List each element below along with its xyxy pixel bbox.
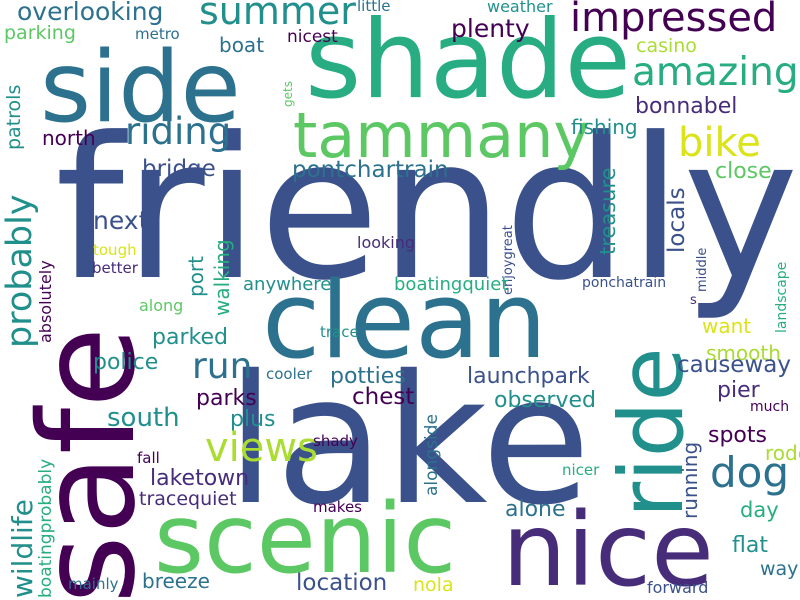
word-smooth: smooth [706,341,781,365]
word-probably: probably [0,194,40,348]
word-locals: locals [664,187,690,253]
word-along: along [139,296,184,315]
word-side: side [40,31,241,145]
word-bonnabel: bonnabel [635,94,738,119]
word-summer: summer [199,0,356,33]
word-weather: weather [487,0,553,16]
word-tracequiet: tracequiet [139,488,237,510]
word-pontchartrain: pontchartrain [292,157,449,183]
word-ponchatrain: ponchatrain [582,275,667,291]
word-middle: middle [695,247,710,292]
word-boat: boat [219,33,265,57]
word-south: south [107,403,180,433]
word-parking: parking [4,22,76,44]
word-cooler: cooler [266,365,313,383]
word-observed: observed [494,388,596,413]
word-amazing: amazing [632,50,799,95]
word-friendly: friendly [55,96,799,324]
word-anywhere: anywhere [243,274,332,295]
word-port: port [184,256,208,297]
word-parks: parks [196,386,257,411]
word-boatingprobably: boatingprobably [36,458,56,598]
word-absolutely: absolutely [36,260,55,343]
word-much: much [750,399,790,415]
word-landscape: landscape [774,261,790,333]
word-police: police [93,350,159,375]
word-plenty: plenty [451,14,530,43]
word-looking: looking [357,233,416,252]
word-boatingquiet: boatingquiet [394,274,509,295]
word-alone: alone [505,497,566,522]
word-running: running [678,441,702,519]
word-riding: riding [125,110,232,153]
word-shady: shady [313,432,358,450]
word-launchpark: launchpark [467,364,590,389]
word-shade: shade [305,0,631,123]
word-parked: parked [152,325,228,350]
word-mainly: mainly [68,575,119,593]
word-want: want [702,314,752,338]
word-flat: flat [732,533,768,558]
word-laketown: laketown [150,466,250,491]
word-chest: chest [352,384,415,410]
word-nice: nice [502,491,714,600]
word-rode: rode [765,441,800,465]
word-close: close [715,159,772,184]
word-next: next [93,206,149,235]
word-scenic: scenic [154,483,457,595]
word-tough: tough [93,241,137,259]
word-trace: trace [320,323,359,341]
word-tammany: tammany [293,99,591,172]
word-spots: spots [708,423,767,448]
word-metro: metro [135,25,180,43]
word-bridge: bridge [142,156,216,182]
word-gets: gets [281,81,295,107]
word-little: little [357,0,391,15]
word-alongside: alongside [422,414,442,496]
word-treasure: treasure [596,167,620,255]
word-day: day [740,498,779,522]
word-nicer: nicer [562,461,600,479]
word-fishing: fishing [571,115,638,139]
word-nola: nola [413,574,454,596]
word-s: s [690,293,697,308]
word-wildlife: wildlife [6,499,39,598]
word-better: better [92,259,138,277]
word-way: way [760,558,799,580]
word-pier: pier [717,378,760,403]
word-lake: lake [226,337,591,544]
word-dog: dog [710,448,790,497]
word-north: north [42,126,96,150]
word-clean: clean [262,259,548,382]
word-plus: plus [230,407,276,432]
word-views: views [205,425,318,471]
word-impressed: impressed [570,0,778,41]
word-potties: potties [330,364,406,389]
word-walking: walking [210,239,234,316]
word-overlooking: overlooking [17,0,164,26]
word-makes: makes [313,498,362,516]
word-run: run [192,346,253,387]
word-casino: casino [636,35,697,57]
word-fall: fall [137,449,160,467]
word-causeway: causeway [677,352,791,378]
word-forward: forward [647,578,709,597]
word-breeze: breeze [142,569,210,593]
word-patrols: patrols [3,84,25,150]
word-location: location [296,570,388,596]
word-bike: bike [678,120,761,166]
word-nicest: nicest [287,27,338,47]
